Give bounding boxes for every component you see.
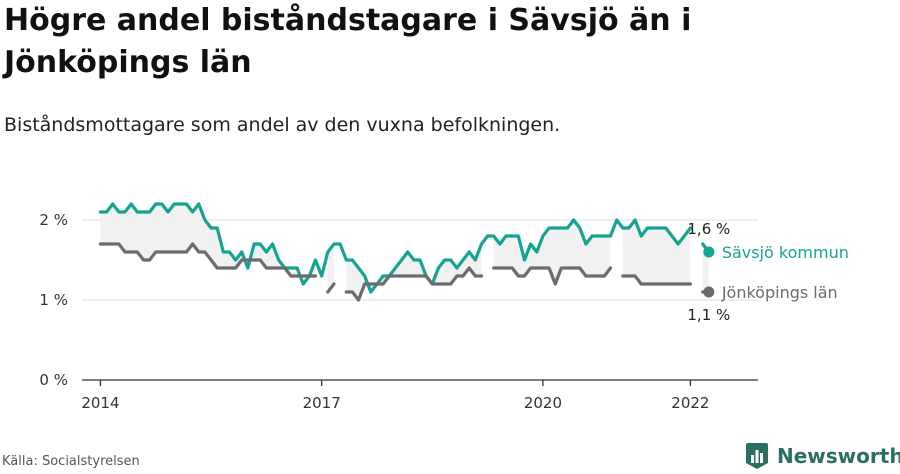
brand-logo: Newsworthy [745,441,900,471]
y-tick-label: 1 % [39,291,68,309]
y-tick-label: 2 % [39,211,68,229]
x-tick-label: 2014 [81,394,119,412]
source-note: Källa: Socialstyrelsen [2,454,140,469]
newsworthy-logo-icon [746,443,768,469]
chart-title: Högre andel biståndstagare i Sävsjö än i… [4,3,692,80]
end-point-lan [703,286,715,298]
series-label-lan: Jönköpings län [721,283,838,302]
x-tick-label: 2017 [303,394,341,412]
end-value-label-savsjo: 1,6 % [687,220,730,238]
difference-band [346,244,482,300]
x-tick-label: 2020 [524,394,562,412]
end-point-savsjo [703,246,715,258]
chart-subtitle: Biståndsmottagare som andel av den vuxna… [4,114,561,136]
difference-band [327,244,334,292]
y-tick-label: 0 % [39,371,68,389]
end-value-label-lan: 1,1 % [687,306,730,324]
difference-band [100,204,316,284]
brand-name: Newsworthy [777,444,900,468]
series-label-savsjo: Sävsjö kommun [722,243,849,262]
x-tick-label: 2022 [671,394,709,412]
series-line-lan [98,242,711,302]
